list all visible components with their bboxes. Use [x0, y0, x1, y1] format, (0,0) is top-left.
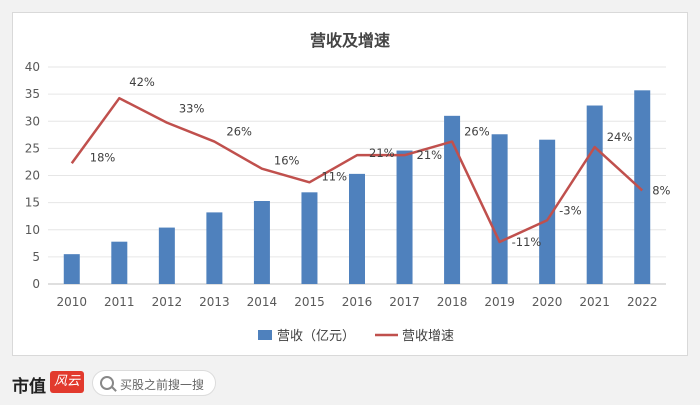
y-tick-label: 20 — [25, 169, 40, 183]
grid — [48, 66, 666, 285]
data-label: 18% — [90, 150, 116, 164]
x-tick-label: 2017 — [389, 295, 420, 309]
data-label: 24% — [607, 130, 633, 144]
y-tick-label: 15 — [25, 196, 40, 210]
brand-logo-badge: 风云 — [50, 371, 84, 393]
bar-2022 — [634, 90, 651, 284]
legend: 营收（亿元） 营收增速 — [258, 329, 454, 344]
y-tick-label: 30 — [25, 114, 40, 128]
data-label: 26% — [226, 125, 252, 139]
x-tick-label: 2013 — [199, 295, 230, 309]
x-tick-label: 2022 — [627, 295, 658, 309]
bar-2013 — [206, 212, 223, 284]
data-label: 33% — [179, 102, 205, 116]
bar-2021 — [586, 105, 603, 284]
search-box[interactable]: 买股之前搜一搜 — [92, 370, 216, 396]
y-tick-label: 25 — [25, 141, 40, 155]
search-icon — [100, 376, 114, 390]
x-tick-label: 2015 — [294, 295, 325, 309]
x-tick-label: 2019 — [484, 295, 515, 309]
brand-logo: 市值 — [12, 377, 46, 397]
data-label: 8% — [652, 183, 670, 197]
data-label: 21% — [417, 148, 443, 162]
chart-svg: 营收及增速 0 5 10 15 20 25 30 35 40 18% 42% 33% 26% 16% 11… — [25, 31, 671, 344]
x-tick-label: 2016 — [342, 295, 373, 309]
x-axis: 2010 2011 2012 2013 2014 2015 2016 2017 2018 2019… — [56, 295, 657, 309]
y-tick-label: 0 — [32, 277, 40, 291]
data-label: 42% — [129, 75, 155, 89]
data-label: 26% — [464, 125, 490, 139]
line-series: 18% 42% 33% 26% 16% 11% 21% 21% 26% -11% -3% 24% 8% — [70, 75, 671, 249]
bar-2010 — [63, 254, 80, 284]
data-label: 11% — [321, 169, 347, 183]
x-tick-label: 2010 — [56, 295, 87, 309]
data-label: 21% — [369, 146, 395, 160]
y-tick-label: 40 — [25, 60, 40, 74]
data-label: 16% — [274, 154, 300, 168]
bar-2015 — [301, 192, 318, 284]
x-tick-label: 2018 — [437, 295, 468, 309]
x-tick-label: 2012 — [152, 295, 183, 309]
legend-label-line: 营收增速 — [402, 329, 454, 344]
bar-2011 — [111, 241, 128, 284]
search-placeholder: 买股之前搜一搜 — [120, 378, 205, 392]
y-tick-label: 5 — [32, 250, 40, 264]
bar-2012 — [158, 227, 175, 284]
bar-2019 — [491, 134, 508, 284]
y-tick-label: 35 — [25, 87, 40, 101]
bar-2014 — [253, 200, 270, 284]
x-tick-label: 2020 — [532, 295, 563, 309]
growth-line — [70, 96, 644, 244]
y-tick-label: 10 — [25, 223, 40, 237]
bar-2017 — [396, 150, 413, 284]
footer: 市值 风云 买股之前搜一搜 — [0, 362, 700, 405]
legend-label-bar: 营收（亿元） — [277, 329, 355, 344]
bar-2016 — [349, 173, 365, 284]
y-axis: 0 5 10 15 20 25 30 35 40 — [25, 60, 40, 291]
x-tick-label: 2014 — [247, 295, 278, 309]
legend-swatch-bar — [258, 330, 272, 340]
bar-2018 — [444, 115, 461, 284]
bar-series — [63, 90, 651, 284]
chart-title: 营收及增速 — [310, 31, 390, 50]
bar-2020 — [539, 139, 556, 284]
data-label: -11% — [512, 235, 542, 249]
data-label: -3% — [559, 203, 581, 217]
x-tick-label: 2011 — [104, 295, 135, 309]
x-tick-label: 2021 — [579, 295, 610, 309]
